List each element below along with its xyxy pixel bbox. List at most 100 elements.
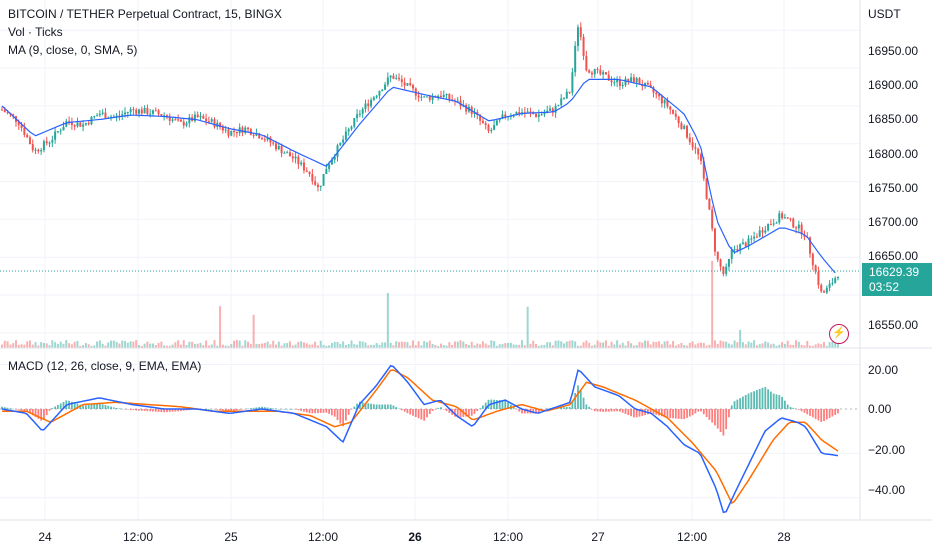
last-price-value: 16629.39 bbox=[869, 265, 920, 279]
volume-bar bbox=[370, 345, 373, 348]
macd-legend[interactable]: MACD (12, 26, close, 9, EMA, EMA) bbox=[8, 359, 202, 373]
histogram-bar bbox=[146, 408, 149, 412]
volume-legend[interactable]: Vol · Ticks bbox=[8, 25, 63, 39]
volume-bar bbox=[725, 341, 728, 348]
volume-bar bbox=[571, 340, 574, 348]
candle-body bbox=[618, 80, 621, 87]
volume-bar bbox=[448, 342, 451, 348]
histogram-bar bbox=[297, 408, 300, 411]
candle-body bbox=[501, 114, 504, 119]
histogram-bar bbox=[800, 408, 803, 412]
histogram-bar bbox=[605, 408, 607, 412]
volume-bar bbox=[59, 341, 62, 348]
histogram-bar bbox=[621, 408, 624, 413]
histogram-bar bbox=[797, 408, 800, 410]
volume-bar bbox=[205, 340, 208, 348]
candle-body bbox=[442, 94, 445, 97]
candle-body bbox=[115, 115, 118, 117]
histogram-bar bbox=[132, 408, 135, 411]
volume-bar bbox=[65, 340, 68, 348]
histogram-bar bbox=[160, 408, 163, 413]
candle-body bbox=[143, 107, 146, 114]
histogram-bar bbox=[613, 408, 616, 412]
symbol-legend[interactable]: BITCOIN / TETHER Perpetual Contract, 15,… bbox=[8, 7, 282, 21]
volume-bar bbox=[336, 342, 339, 348]
volume-bar bbox=[171, 344, 174, 348]
histogram-bar bbox=[205, 408, 208, 410]
histogram-bar bbox=[294, 408, 297, 410]
candle-body bbox=[79, 122, 82, 127]
histogram-bar bbox=[669, 408, 672, 419]
price-tick: 16550.00 bbox=[868, 318, 919, 332]
volume-bar bbox=[174, 342, 177, 348]
volume-bar bbox=[118, 343, 121, 348]
histogram-bar bbox=[646, 408, 649, 415]
volume-bar bbox=[93, 345, 96, 348]
candle-body bbox=[465, 104, 468, 112]
volume-bar bbox=[294, 344, 297, 348]
histogram-bar bbox=[619, 408, 621, 412]
histogram-bar bbox=[571, 400, 574, 409]
candle-body bbox=[76, 122, 79, 127]
histogram-bar bbox=[778, 395, 781, 409]
volume-bar bbox=[151, 343, 154, 348]
volume-bar bbox=[406, 342, 409, 348]
volume-bar bbox=[837, 341, 839, 348]
volume-bar bbox=[280, 345, 283, 348]
volume-bar bbox=[283, 343, 286, 348]
volume-bar bbox=[825, 345, 828, 348]
volume-bar bbox=[652, 341, 655, 348]
histogram-bar bbox=[747, 393, 750, 409]
histogram-bar bbox=[825, 408, 828, 420]
candle-body bbox=[797, 224, 800, 229]
histogram-bar bbox=[333, 408, 336, 417]
candle-body bbox=[40, 150, 43, 152]
candle-body bbox=[339, 142, 342, 146]
candle-body bbox=[691, 142, 694, 148]
candle-body bbox=[437, 95, 440, 98]
candle-body bbox=[674, 113, 677, 117]
volume-bar bbox=[806, 340, 809, 348]
histogram-bar bbox=[783, 400, 786, 409]
candle-body bbox=[247, 127, 250, 130]
histogram-bar bbox=[6, 407, 9, 409]
histogram-bar bbox=[479, 408, 482, 409]
volume-bar bbox=[210, 344, 213, 348]
histogram-bar bbox=[565, 406, 568, 409]
histogram-bar bbox=[591, 408, 593, 410]
histogram-bar bbox=[118, 408, 121, 409]
volume-bar bbox=[224, 345, 227, 348]
histogram-bar bbox=[345, 408, 347, 421]
candle-body bbox=[59, 130, 62, 132]
volume-bar bbox=[213, 340, 216, 348]
volume-bar bbox=[353, 344, 356, 348]
histogram-bar bbox=[90, 404, 93, 409]
histogram-bar bbox=[563, 407, 565, 409]
histogram-bar bbox=[560, 407, 563, 409]
histogram-bar bbox=[484, 402, 487, 409]
candle-body bbox=[565, 91, 568, 99]
volume-bar bbox=[247, 341, 250, 348]
histogram-bar bbox=[658, 408, 660, 416]
volume-bar bbox=[17, 344, 20, 348]
histogram-bar bbox=[750, 392, 753, 409]
volume-bar bbox=[627, 341, 630, 348]
volume-bar bbox=[688, 342, 691, 348]
ma-legend[interactable]: MA (9, close, 0, SMA, 5) bbox=[8, 43, 138, 57]
histogram-bar bbox=[241, 408, 244, 410]
volume-bar bbox=[400, 341, 403, 348]
histogram-bar bbox=[414, 408, 417, 418]
histogram-bar bbox=[154, 408, 157, 412]
candle-body bbox=[722, 266, 725, 274]
histogram-bar bbox=[577, 385, 579, 409]
volume-bar bbox=[730, 344, 733, 348]
volume-bar bbox=[783, 343, 786, 348]
histogram-bar bbox=[322, 408, 325, 413]
time-tick: 12:00 bbox=[307, 530, 339, 544]
candle-body bbox=[680, 123, 683, 129]
histogram-bar bbox=[283, 408, 286, 410]
lightning-icon[interactable]: ⚡ bbox=[829, 324, 849, 344]
volume-bar bbox=[719, 340, 722, 348]
histogram-bar bbox=[607, 408, 610, 412]
